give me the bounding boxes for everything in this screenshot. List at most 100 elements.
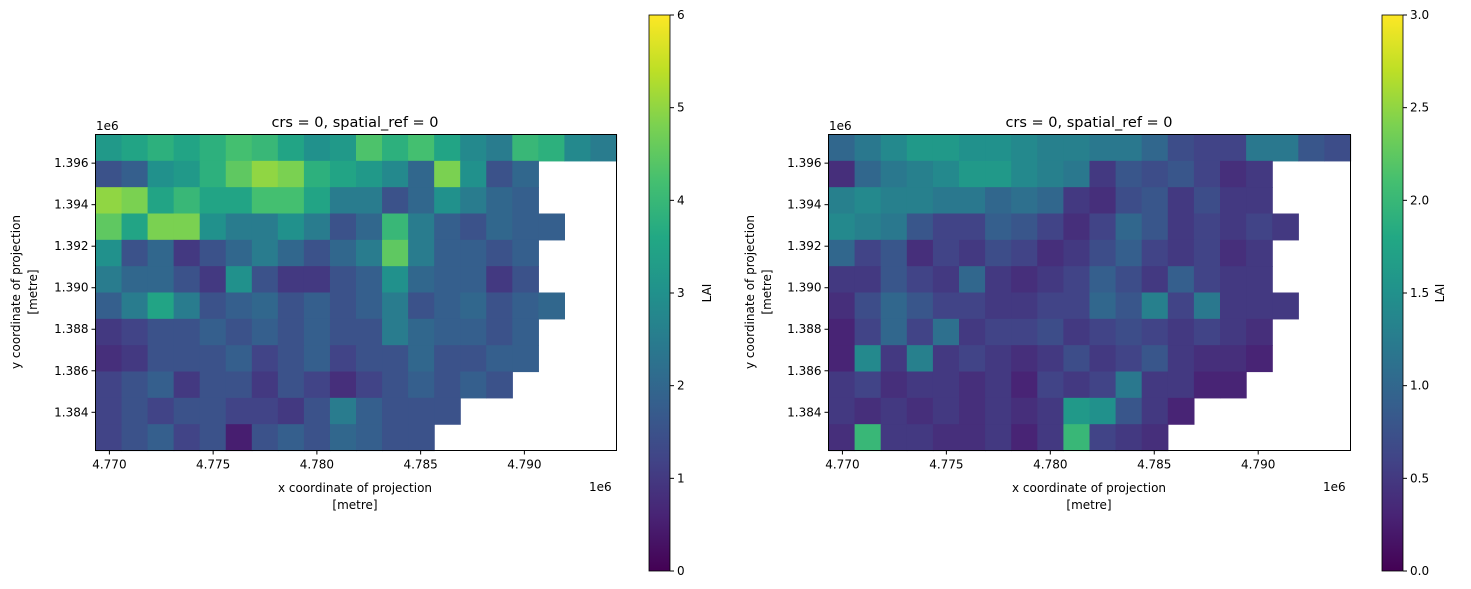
heatmap-cell xyxy=(95,371,123,399)
heatmap-cell xyxy=(959,345,986,373)
left-heatmap xyxy=(95,134,618,452)
x-tick-label: 4.780 xyxy=(300,458,334,472)
heatmap-cell xyxy=(906,397,934,425)
heatmap-cell xyxy=(434,266,461,294)
heatmap-cell xyxy=(225,213,253,241)
heatmap-cell xyxy=(1089,266,1117,294)
heatmap-cell xyxy=(985,318,1012,346)
right-x-offset-label: 1e6 xyxy=(1323,480,1346,494)
heatmap-cell xyxy=(147,239,175,267)
heatmap-cell xyxy=(408,371,435,399)
heatmap-cell xyxy=(199,134,227,162)
heatmap-cell xyxy=(1220,266,1247,294)
heatmap-cell xyxy=(1193,213,1221,241)
heatmap-cell xyxy=(460,371,487,399)
heatmap-cell xyxy=(854,134,882,162)
heatmap-cell xyxy=(932,371,960,399)
heatmap-cell xyxy=(251,345,279,373)
heatmap-cell xyxy=(1324,134,1352,162)
heatmap-cell xyxy=(828,266,856,294)
heatmap-cell xyxy=(854,239,882,267)
heatmap-cell xyxy=(854,397,882,425)
heatmap-cell xyxy=(1141,213,1169,241)
heatmap-cell xyxy=(382,371,409,399)
heatmap-cell xyxy=(382,266,409,294)
heatmap-cell xyxy=(512,239,539,267)
heatmap-cell xyxy=(1141,187,1169,215)
heatmap-cell xyxy=(486,292,513,320)
heatmap-cell xyxy=(303,213,331,241)
heatmap-cell xyxy=(1272,292,1299,320)
heatmap-cell xyxy=(906,239,934,267)
heatmap-cell xyxy=(95,134,123,162)
heatmap-cell xyxy=(1089,397,1117,425)
heatmap-cell xyxy=(434,397,461,425)
heatmap-cell xyxy=(1246,318,1273,346)
heatmap-cell xyxy=(382,345,409,373)
heatmap-cell xyxy=(985,397,1012,425)
heatmap-cell xyxy=(408,345,435,373)
heatmap-cell xyxy=(173,134,201,162)
heatmap-cell xyxy=(199,424,227,452)
heatmap-cell xyxy=(1063,134,1091,162)
heatmap-cell xyxy=(173,371,201,399)
heatmap-cell xyxy=(173,187,201,215)
heatmap-cell xyxy=(95,397,123,425)
heatmap-cell xyxy=(303,187,331,215)
right-colorbar xyxy=(1381,14,1404,572)
heatmap-cell xyxy=(1115,371,1143,399)
heatmap-cell xyxy=(460,213,487,241)
heatmap-cell xyxy=(1089,318,1117,346)
heatmap-cell xyxy=(382,213,409,241)
heatmap-cell xyxy=(225,318,253,346)
heatmap-cell xyxy=(277,134,305,162)
heatmap-cell xyxy=(1089,187,1117,215)
heatmap-cell xyxy=(512,266,539,294)
heatmap-cell xyxy=(1193,134,1221,162)
left-plot-title: crs = 0, spatial_ref = 0 xyxy=(271,115,438,131)
heatmap-cell xyxy=(277,160,305,188)
heatmap-cell xyxy=(1011,134,1038,162)
heatmap-cell xyxy=(854,345,882,373)
heatmap-cell xyxy=(329,292,357,320)
heatmap-cell xyxy=(512,213,539,241)
heatmap-cell xyxy=(854,424,882,452)
heatmap-cell xyxy=(121,345,149,373)
left-axes-frame xyxy=(95,134,617,451)
heatmap-cell xyxy=(225,187,253,215)
heatmap-cell xyxy=(277,292,305,320)
heatmap-cell xyxy=(906,371,934,399)
heatmap-cell xyxy=(1167,213,1195,241)
colorbar-tick-label: 1.0 xyxy=(1410,379,1429,393)
heatmap-cell xyxy=(828,134,856,162)
right-plot-title: crs = 0, spatial_ref = 0 xyxy=(1005,115,1172,131)
heatmap-cell xyxy=(1037,371,1064,399)
heatmap-cell xyxy=(906,292,934,320)
heatmap-cell xyxy=(1063,213,1091,241)
heatmap-cell xyxy=(329,345,357,373)
heatmap-cell xyxy=(147,424,175,452)
heatmap-cell xyxy=(147,266,175,294)
heatmap-cell xyxy=(434,371,461,399)
heatmap-cell xyxy=(434,134,461,162)
heatmap-cell xyxy=(199,318,227,346)
heatmap-cell xyxy=(932,397,960,425)
heatmap-cell xyxy=(1220,292,1247,320)
heatmap-cell xyxy=(460,239,487,267)
heatmap-cell xyxy=(1141,266,1169,294)
heatmap-cell xyxy=(985,266,1012,294)
y-tick-label: 1.386 xyxy=(54,364,88,378)
heatmap-cell xyxy=(329,424,357,452)
heatmap-cell xyxy=(1272,213,1299,241)
heatmap-cell xyxy=(1167,239,1195,267)
heatmap-cell xyxy=(121,134,149,162)
heatmap-cell xyxy=(880,318,908,346)
heatmap-cell xyxy=(486,371,513,399)
heatmap-cell xyxy=(1011,318,1038,346)
right-axes-frame xyxy=(828,134,1351,451)
y-tick-label: 1.384 xyxy=(787,405,821,419)
heatmap-cell xyxy=(1115,239,1143,267)
heatmap-cell xyxy=(1220,160,1247,188)
heatmap-cell xyxy=(303,292,331,320)
heatmap-cell xyxy=(959,318,986,346)
